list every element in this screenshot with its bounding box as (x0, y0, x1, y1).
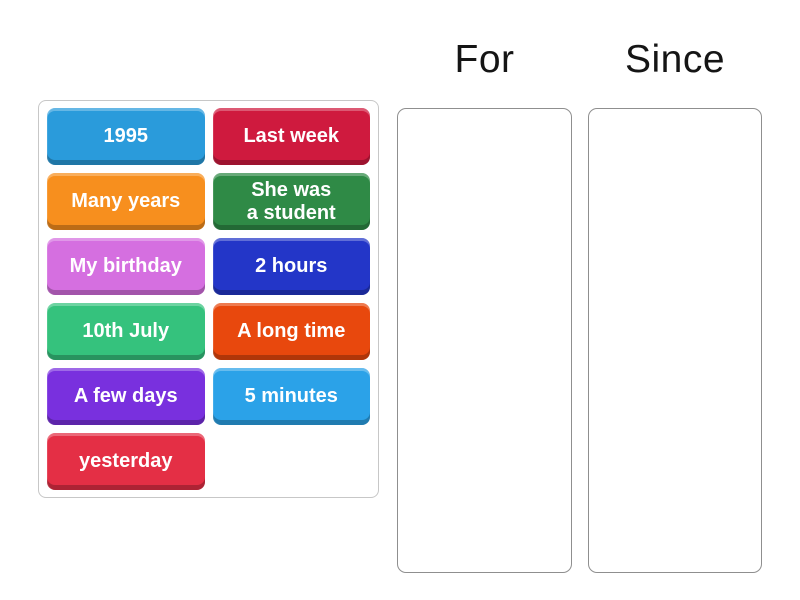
tile-10th-july[interactable]: 10th July (47, 303, 205, 360)
drop-zone-for[interactable] (397, 108, 572, 573)
group-label-for: For (454, 38, 515, 81)
tile-1995[interactable]: 1995 (47, 108, 205, 165)
tile-a-long-time[interactable]: A long time (212, 303, 370, 360)
tile-she-was-a-student[interactable]: She was a student (212, 173, 370, 230)
group-label-since: Since (624, 38, 726, 81)
tile-many-years[interactable]: Many years (47, 173, 205, 230)
tile-a-few-days[interactable]: A few days (47, 368, 205, 425)
drop-zone-since[interactable] (588, 108, 762, 573)
tile-source-panel: 1995 Last week Many years She was a stud… (38, 100, 379, 498)
tile-my-birthday[interactable]: My birthday (47, 238, 205, 295)
tile-yesterday[interactable]: yesterday (47, 433, 205, 490)
tile-5-minutes[interactable]: 5 minutes (212, 368, 370, 425)
tile-2-hours[interactable]: 2 hours (212, 238, 370, 295)
tile-last-week[interactable]: Last week (212, 108, 370, 165)
